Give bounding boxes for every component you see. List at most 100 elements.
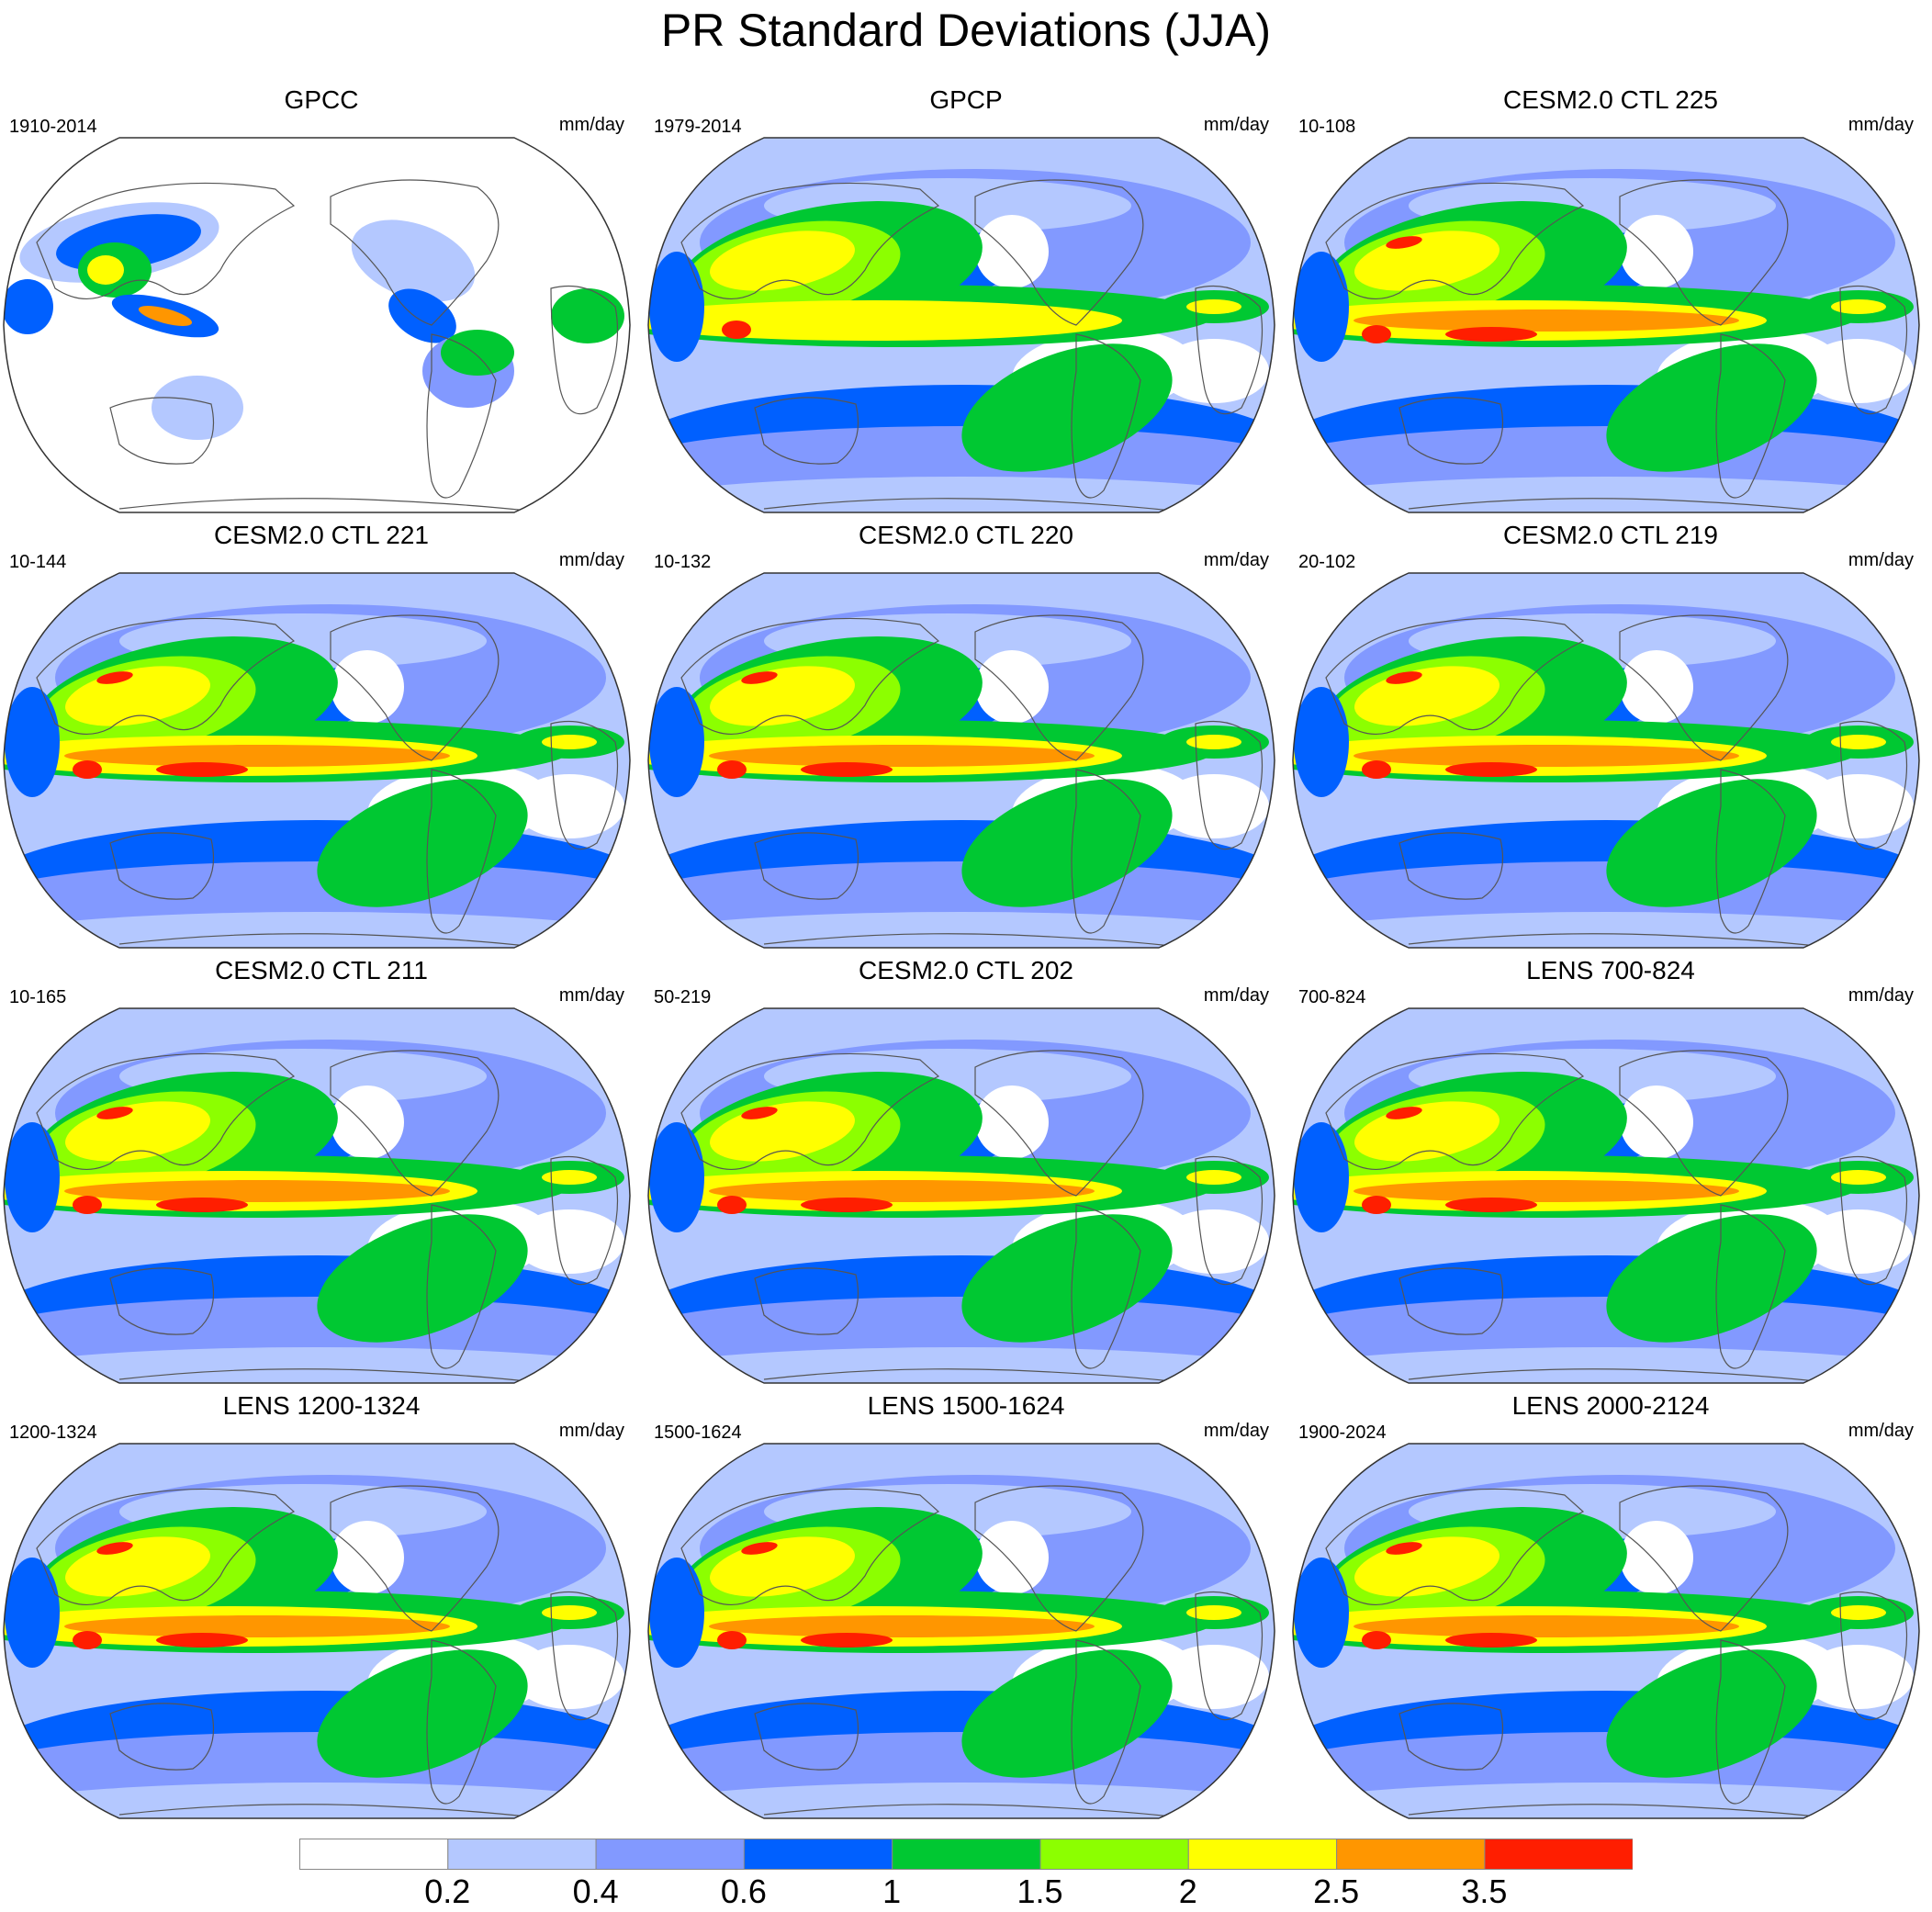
spcz-band [1606, 343, 1817, 472]
filled-contours [4, 1444, 630, 1818]
map-border [3, 137, 631, 513]
dry-zone [1159, 339, 1269, 403]
spcz-band [317, 1214, 528, 1343]
coastline [1715, 333, 1786, 499]
coastline [118, 1804, 552, 1818]
coastline [118, 498, 552, 512]
itcz-max [717, 760, 747, 779]
colorbar-segment [595, 1839, 745, 1870]
robinson-map [1292, 572, 1920, 949]
panel-period: 1900-2024 [1298, 1423, 1387, 1443]
itcz-max [1445, 327, 1537, 342]
coastline [36, 1488, 296, 1606]
coastline [763, 933, 1196, 948]
indian-ocean-edge [649, 687, 704, 797]
dry-zone [975, 650, 1049, 724]
atlantic-itcz [1186, 735, 1241, 749]
colorbar-segment [743, 1839, 893, 1870]
panel-units: mm/day [1848, 1421, 1914, 1441]
itcz-core [709, 745, 1095, 767]
map-border [647, 1007, 1275, 1384]
central-america-signal [388, 288, 456, 343]
filled-contours [1293, 1444, 1919, 1818]
panel-units: mm/day [1848, 550, 1914, 570]
map-panel: CESM2.0 CTL 219 20-102 mm/day [1289, 520, 1932, 951]
filled-contours [648, 573, 1275, 948]
itcz-max [1445, 1633, 1537, 1648]
coastline [763, 1804, 1196, 1818]
panel-units: mm/day [1203, 1421, 1269, 1441]
panel-units: mm/day [558, 115, 624, 135]
robinson-map [1292, 1443, 1920, 1819]
map-panel: LENS 2000-2124 1900-2024 mm/day [1289, 1390, 1932, 1822]
monsoon-signal [87, 255, 124, 285]
filled-contours [648, 1008, 1275, 1383]
colorbar-segment [892, 1839, 1041, 1870]
antarctic-region [1293, 1783, 1919, 1818]
coastline [1839, 720, 1908, 850]
itcz-max [156, 1633, 248, 1648]
coastline [550, 285, 619, 415]
coastline [680, 1488, 940, 1606]
itcz-core [709, 311, 1039, 330]
coastline [1619, 1050, 1789, 1197]
atlantic-itcz [1186, 299, 1241, 314]
south-america-signal [441, 330, 514, 376]
colorbar-tick-label: 3.5 [1461, 1873, 1508, 1910]
panel-title: CESM2.0 CTL 211 [215, 956, 428, 984]
map-border [1292, 1007, 1920, 1384]
filled-contours [4, 573, 630, 948]
himalaya-max [1386, 236, 1422, 249]
dry-zone [1803, 339, 1914, 403]
coastline [109, 832, 215, 900]
coastline [1325, 1052, 1585, 1171]
map-panel: CESM2.0 CTL 202 50-219 mm/day [645, 955, 1287, 1387]
panel-units: mm/day [558, 1421, 624, 1441]
dry-zone [975, 215, 1049, 288]
spcz-band [961, 1214, 1173, 1343]
atlantic-itcz [542, 735, 597, 749]
panel-period: 1500-1624 [654, 1423, 742, 1443]
itcz-max [1362, 760, 1391, 779]
himalaya-max [1386, 1107, 1422, 1119]
panel-units: mm/day [1848, 985, 1914, 1006]
coastline [1408, 933, 1841, 948]
coastline [1715, 1639, 1786, 1805]
coastline [1839, 1591, 1908, 1721]
robinson-map [3, 1443, 631, 1819]
robinson-map [1292, 137, 1920, 513]
panel-title: GPCC [284, 85, 359, 114]
coastline [680, 182, 940, 300]
itcz-core [709, 1615, 1095, 1637]
coastline [426, 333, 497, 499]
coastline [974, 614, 1144, 761]
coastline [426, 769, 497, 934]
filled-contours [1293, 573, 1919, 948]
dry-zone [1159, 1209, 1269, 1274]
coastline [1408, 498, 1841, 512]
itcz-max [717, 1631, 747, 1649]
coastline [426, 1204, 497, 1369]
spcz-band [1606, 779, 1817, 907]
itcz-max [717, 1196, 747, 1214]
filled-contours [4, 1008, 630, 1383]
colorbar-tick-label: 2 [1178, 1873, 1197, 1910]
panel-period: 10-165 [9, 987, 67, 1007]
robinson-map [647, 1007, 1275, 1384]
spcz-band [961, 779, 1173, 907]
coastline [330, 614, 500, 761]
himalaya-max [96, 1542, 133, 1555]
australia-signal [152, 376, 243, 440]
coastline [1839, 285, 1908, 415]
coastline [763, 498, 1196, 512]
panel-units: mm/day [1848, 115, 1914, 135]
dry-zone [1620, 650, 1693, 724]
colorbar-segment [1039, 1839, 1189, 1870]
map-border [647, 137, 1275, 513]
africa-signal [551, 288, 624, 343]
dry-zone [1159, 774, 1269, 838]
panel-period: 50-219 [654, 987, 712, 1007]
itcz-max [1445, 1198, 1537, 1212]
spcz-band [317, 779, 528, 907]
map-panel: LENS 700-824 700-824 mm/day [1289, 955, 1932, 1387]
